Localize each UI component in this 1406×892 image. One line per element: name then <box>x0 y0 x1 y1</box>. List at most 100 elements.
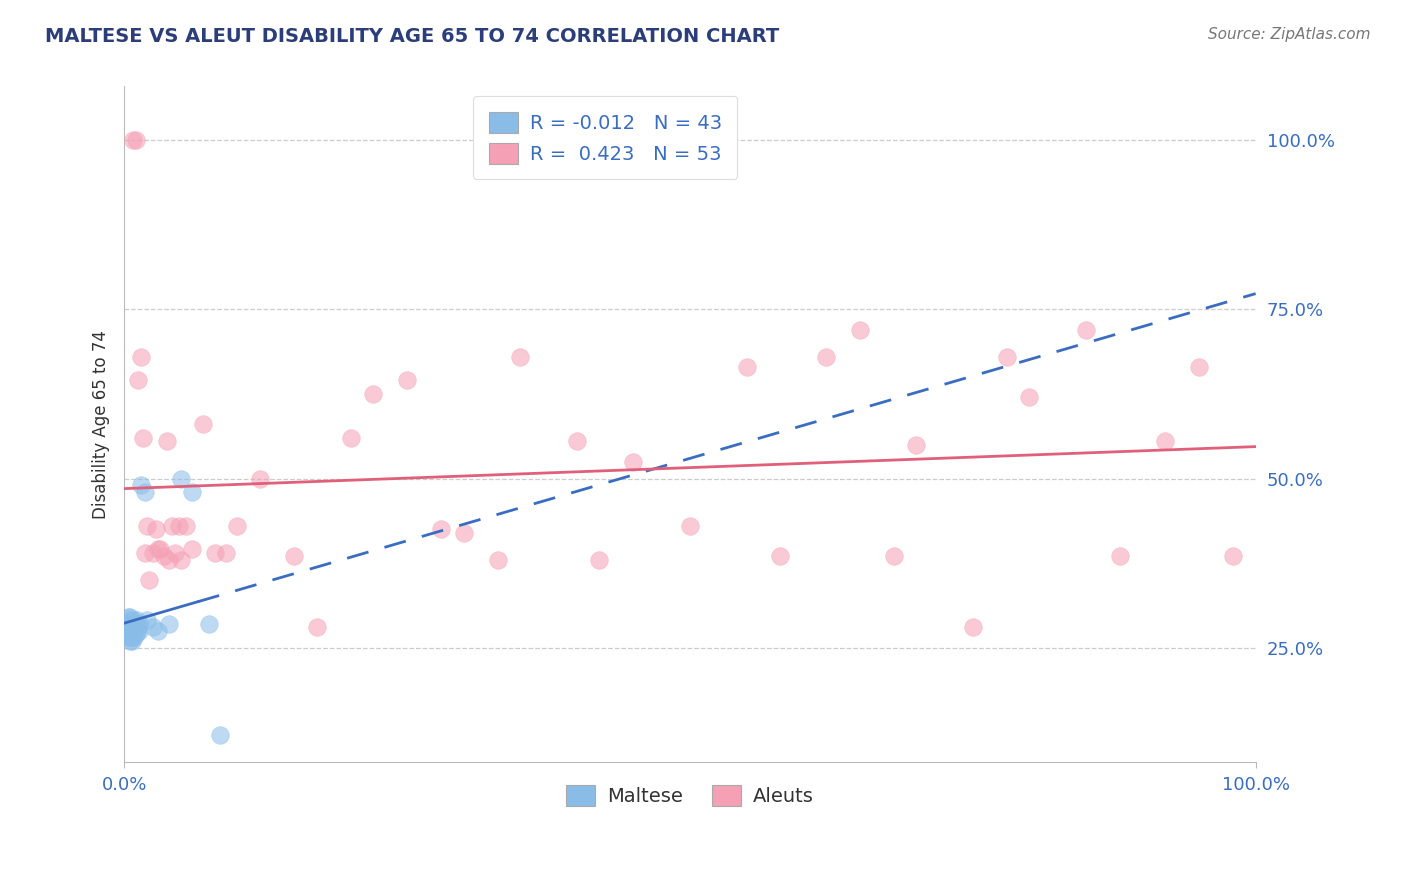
Point <box>1018 390 1040 404</box>
Point <box>129 478 152 492</box>
Point <box>215 546 238 560</box>
Point <box>146 542 169 557</box>
Point <box>124 133 146 147</box>
Point <box>453 525 475 540</box>
Point <box>135 518 157 533</box>
Point <box>120 616 142 631</box>
Point <box>283 549 305 564</box>
Point <box>621 454 644 468</box>
Point <box>118 631 141 645</box>
Point <box>679 518 702 533</box>
Point <box>129 350 152 364</box>
Point <box>122 133 145 147</box>
Point <box>117 624 139 638</box>
Point <box>181 485 204 500</box>
Point <box>486 552 509 566</box>
Point <box>120 631 142 645</box>
Point <box>118 620 141 634</box>
Point <box>1074 323 1097 337</box>
Point <box>141 546 163 560</box>
Point <box>124 631 146 645</box>
Point <box>117 620 139 634</box>
Point <box>118 624 141 638</box>
Point <box>1108 549 1130 564</box>
Point <box>198 616 221 631</box>
Point <box>153 549 176 564</box>
Point <box>339 431 361 445</box>
Point <box>156 434 179 449</box>
Point <box>430 522 453 536</box>
Point <box>118 631 141 645</box>
Point <box>905 438 928 452</box>
Point <box>132 431 155 445</box>
Point <box>962 620 984 634</box>
Point <box>124 616 146 631</box>
Point <box>118 610 141 624</box>
Point <box>134 485 156 500</box>
Point <box>120 624 142 638</box>
Point <box>122 620 145 634</box>
Point <box>305 620 328 634</box>
Point <box>361 387 384 401</box>
Point <box>769 549 792 564</box>
Point <box>124 620 146 634</box>
Point <box>124 627 146 641</box>
Point <box>121 627 143 641</box>
Point <box>127 620 149 634</box>
Text: MALTESE VS ALEUT DISABILITY AGE 65 TO 74 CORRELATION CHART: MALTESE VS ALEUT DISABILITY AGE 65 TO 74… <box>45 27 779 45</box>
Point <box>122 627 145 641</box>
Point <box>848 323 870 337</box>
Point <box>125 624 148 638</box>
Point <box>1154 434 1177 449</box>
Point <box>226 518 249 533</box>
Point <box>160 518 183 533</box>
Point <box>209 728 232 742</box>
Point <box>170 471 193 485</box>
Text: Source: ZipAtlas.com: Source: ZipAtlas.com <box>1208 27 1371 42</box>
Point <box>118 627 141 641</box>
Point <box>134 546 156 560</box>
Point <box>121 633 143 648</box>
Point <box>883 549 905 564</box>
Point <box>121 620 143 634</box>
Point <box>193 417 215 432</box>
Point <box>118 633 141 648</box>
Point <box>121 631 143 645</box>
Point <box>396 374 419 388</box>
Point <box>149 542 172 557</box>
Point <box>204 546 226 560</box>
Point <box>588 552 610 566</box>
Point <box>165 546 187 560</box>
Point <box>995 350 1018 364</box>
Point <box>127 374 149 388</box>
Point <box>115 616 138 631</box>
Point <box>125 614 148 628</box>
Point <box>1188 359 1211 374</box>
Point <box>146 624 169 638</box>
Point <box>120 627 142 641</box>
Point <box>141 620 163 634</box>
Legend: Maltese, Aleuts: Maltese, Aleuts <box>558 777 821 814</box>
Point <box>145 522 167 536</box>
Point <box>118 620 141 634</box>
Point <box>122 614 145 628</box>
Point <box>167 518 190 533</box>
Point <box>138 573 160 587</box>
Point <box>118 614 141 628</box>
Point <box>249 471 271 485</box>
Point <box>1222 549 1244 564</box>
Point <box>735 359 758 374</box>
Point <box>117 610 139 624</box>
Point <box>135 614 157 628</box>
Point <box>176 518 198 533</box>
Point <box>814 350 837 364</box>
Point <box>129 616 152 631</box>
Point <box>159 552 181 566</box>
Point <box>170 552 193 566</box>
Point <box>181 542 204 557</box>
Point <box>509 350 531 364</box>
Point <box>128 624 150 638</box>
Y-axis label: Disability Age 65 to 74: Disability Age 65 to 74 <box>93 330 110 519</box>
Point <box>159 616 181 631</box>
Point <box>565 434 588 449</box>
